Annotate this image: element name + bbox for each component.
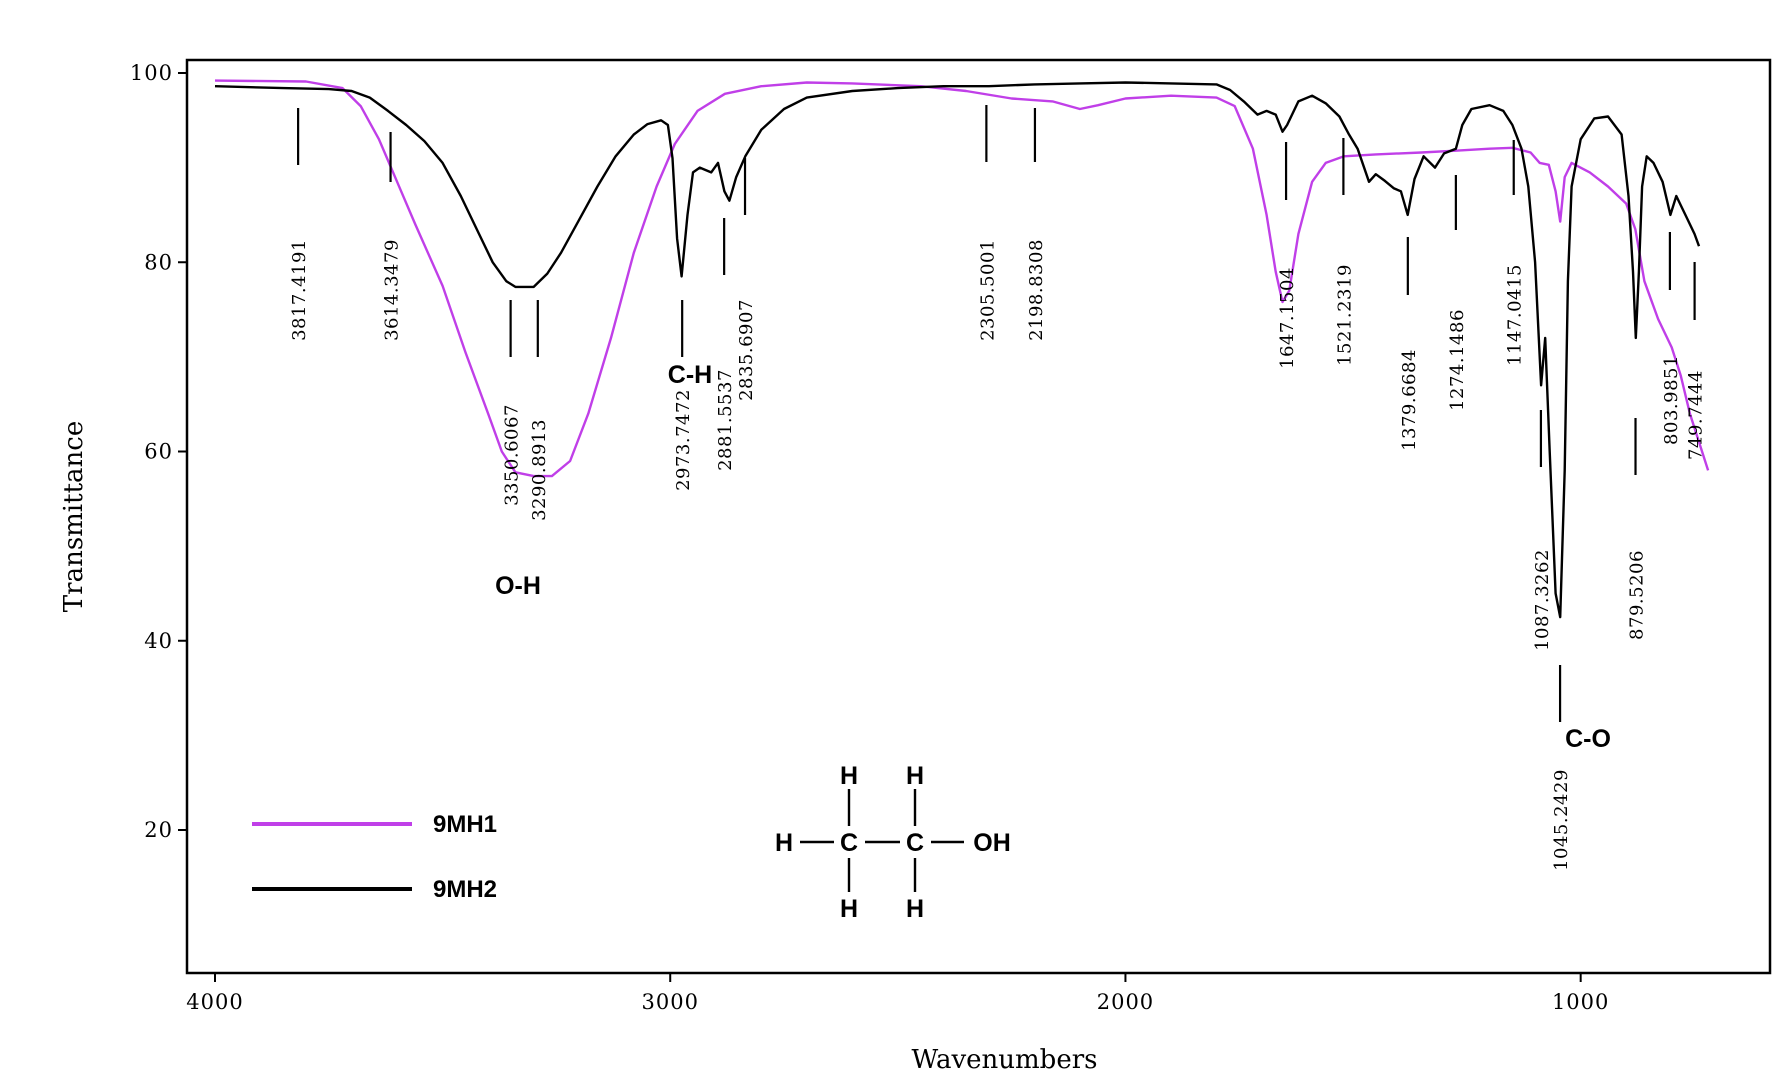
y-tick-label: 80 [144, 250, 173, 274]
atom-label: H [906, 762, 924, 790]
series-line-9MH1 [215, 81, 1708, 477]
peak-label: 2881.5537 [715, 369, 736, 471]
peak-label: 3817.4191 [289, 239, 310, 341]
peak-label: 1379.6684 [1399, 349, 1420, 451]
y-tick-label: 40 [144, 629, 173, 653]
series-line-9MH2 [215, 83, 1699, 618]
y-tick-label: 100 [130, 61, 173, 85]
peak-label: 2305.5001 [977, 239, 998, 341]
peak-label: 803.9851 [1661, 355, 1682, 445]
peak-label: 2973.7472 [673, 389, 694, 491]
peak-label: 1045.2429 [1551, 769, 1572, 871]
x-tick-label: 1000 [1552, 990, 1609, 1014]
peak-label: 3350.6067 [502, 404, 523, 506]
peak-markers: 3817.4191 3614.3479 3350.6067 3290.8913 2973… [289, 105, 1706, 871]
peak-label: 2835.6907 [736, 299, 757, 401]
x-tick-label: 4000 [186, 990, 243, 1014]
functional-group-labels: O-H C-H C-O [495, 361, 1611, 753]
peak-label: 2198.8308 [1026, 239, 1047, 341]
y-tick-label: 20 [144, 818, 173, 842]
axes: 20 40 60 80 100 4000 3000 2000 1000 [130, 61, 1609, 1014]
y-axis-title: Transmittance [59, 421, 89, 612]
functional-group-label: O-H [495, 572, 541, 600]
series-layer [215, 81, 1708, 618]
peak-label: 879.5206 [1627, 550, 1648, 640]
atom-label: H [906, 895, 924, 923]
legend: 9MH1 9MH2 [252, 811, 497, 903]
atom-label: H [840, 895, 858, 923]
atom-label: H [775, 829, 793, 857]
x-tick-label: 3000 [641, 990, 698, 1014]
peak-label: 1521.2319 [1334, 264, 1355, 366]
atom-label: C [906, 829, 924, 857]
peak-label: 1274.1486 [1447, 309, 1468, 411]
peak-label: 1647.1504 [1277, 267, 1298, 369]
legend-label-9MH2: 9MH2 [433, 876, 497, 903]
peak-label: 3290.8913 [529, 419, 550, 521]
atom-label: OH [973, 829, 1011, 857]
peak-label: 3614.3479 [382, 239, 403, 341]
atom-label: H [840, 762, 858, 790]
x-tick-label: 2000 [1097, 990, 1154, 1014]
y-tick-label: 60 [144, 440, 173, 464]
functional-group-label: C-H [668, 361, 712, 389]
peak-label: 749.7444 [1686, 370, 1707, 460]
atom-label: C [840, 829, 858, 857]
legend-label-9MH1: 9MH1 [433, 811, 497, 838]
peak-label: 1087.3262 [1532, 549, 1553, 651]
peak-label: 1147.0415 [1505, 264, 1526, 366]
ethanol-structure: H H H H H C C OH [775, 762, 1011, 923]
x-axis-title: Wavenumbers [912, 1045, 1098, 1074]
functional-group-label: C-O [1565, 725, 1611, 753]
